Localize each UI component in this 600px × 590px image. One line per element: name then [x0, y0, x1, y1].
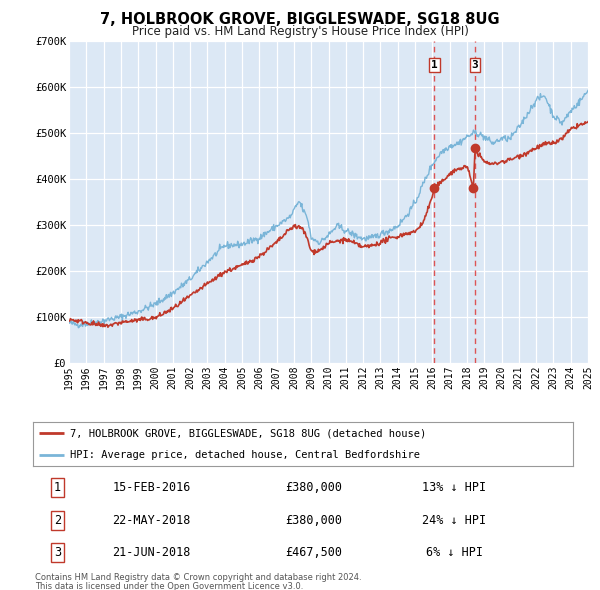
Text: 2: 2 — [54, 514, 61, 527]
Text: £467,500: £467,500 — [286, 546, 342, 559]
Text: £380,000: £380,000 — [286, 514, 342, 527]
Text: 1: 1 — [431, 60, 438, 70]
Text: 1: 1 — [54, 481, 61, 494]
Text: This data is licensed under the Open Government Licence v3.0.: This data is licensed under the Open Gov… — [35, 582, 303, 590]
Text: £380,000: £380,000 — [286, 481, 342, 494]
Text: 21-JUN-2018: 21-JUN-2018 — [113, 546, 191, 559]
Text: Contains HM Land Registry data © Crown copyright and database right 2024.: Contains HM Land Registry data © Crown c… — [35, 573, 361, 582]
Text: 13% ↓ HPI: 13% ↓ HPI — [422, 481, 486, 494]
Text: HPI: Average price, detached house, Central Bedfordshire: HPI: Average price, detached house, Cent… — [70, 451, 420, 460]
Text: 3: 3 — [472, 60, 478, 70]
Text: 15-FEB-2016: 15-FEB-2016 — [113, 481, 191, 494]
Text: 3: 3 — [54, 546, 61, 559]
Text: 22-MAY-2018: 22-MAY-2018 — [113, 514, 191, 527]
Text: 7, HOLBROOK GROVE, BIGGLESWADE, SG18 8UG: 7, HOLBROOK GROVE, BIGGLESWADE, SG18 8UG — [100, 12, 500, 27]
Text: Price paid vs. HM Land Registry's House Price Index (HPI): Price paid vs. HM Land Registry's House … — [131, 25, 469, 38]
Text: 24% ↓ HPI: 24% ↓ HPI — [422, 514, 486, 527]
Text: 6% ↓ HPI: 6% ↓ HPI — [426, 546, 482, 559]
Text: 7, HOLBROOK GROVE, BIGGLESWADE, SG18 8UG (detached house): 7, HOLBROOK GROVE, BIGGLESWADE, SG18 8UG… — [70, 428, 426, 438]
